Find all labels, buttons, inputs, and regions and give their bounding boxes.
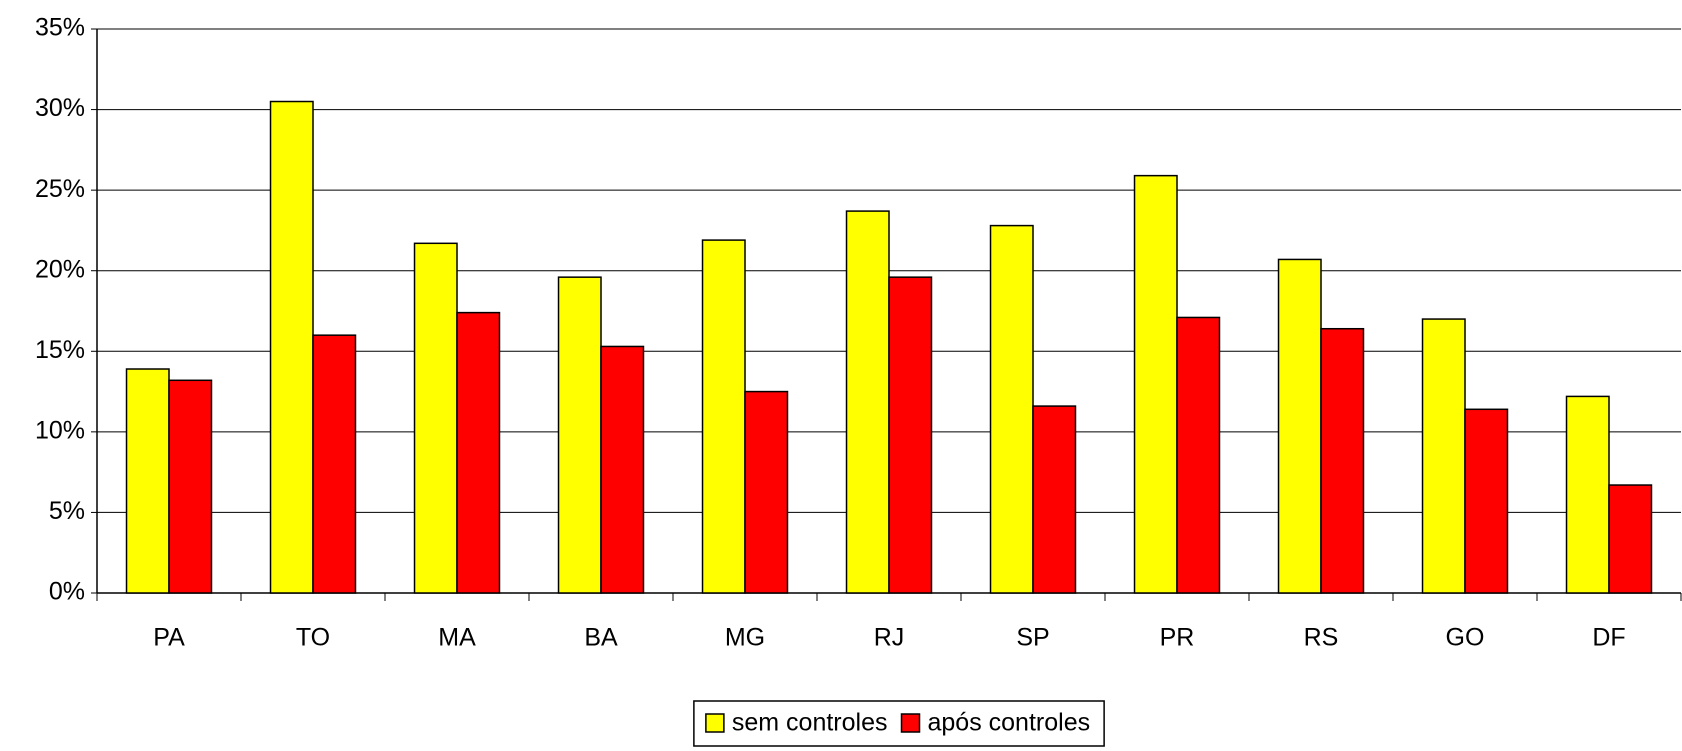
bar: [1032, 405, 1077, 594]
legend-label: após controles: [928, 709, 1091, 737]
y-tick-label: 20%: [35, 255, 85, 283]
x-tick-label: PR: [1160, 624, 1195, 652]
bar: [989, 224, 1034, 594]
x-tick-label: GO: [1446, 624, 1485, 652]
bar: [413, 242, 458, 594]
bar: [701, 239, 746, 594]
y-tick-label: 25%: [35, 175, 85, 203]
legend-label: sem controles: [732, 709, 888, 737]
y-tick-label: 15%: [35, 336, 85, 364]
bar: [1277, 258, 1322, 594]
bar: [1464, 408, 1509, 594]
bar: [1320, 327, 1365, 594]
bar: [1565, 395, 1610, 594]
bar: [125, 368, 170, 594]
x-tick-label: TO: [296, 624, 330, 652]
bar: [456, 311, 501, 594]
x-tick-label: DF: [1592, 624, 1625, 652]
x-tick-label: PA: [153, 624, 185, 652]
bar: [744, 390, 789, 594]
legend-swatch: [900, 713, 921, 733]
x-tick-label: BA: [584, 624, 618, 652]
y-tick-label: 30%: [35, 94, 85, 122]
bar: [1608, 484, 1653, 594]
x-tick-label: MG: [725, 624, 765, 652]
legend: [693, 700, 1105, 747]
bar: [600, 345, 645, 594]
x-tick-label: SP: [1016, 624, 1049, 652]
bar: [269, 100, 314, 594]
bar: [845, 210, 890, 594]
bar: [1133, 174, 1178, 594]
bar: [557, 276, 602, 594]
y-tick-label: 35%: [35, 14, 85, 42]
bar: [1421, 318, 1466, 594]
x-tick-label: RS: [1304, 624, 1339, 652]
x-tick-label: RJ: [874, 624, 905, 652]
y-tick-label: 5%: [49, 497, 85, 525]
y-tick-label: 10%: [35, 416, 85, 444]
x-tick-label: MA: [438, 624, 476, 652]
bar: [312, 334, 357, 594]
legend-swatch: [705, 713, 725, 733]
bar: [1176, 316, 1221, 594]
bar: [168, 379, 213, 594]
y-tick-label: 0%: [49, 578, 85, 606]
bar: [888, 276, 933, 594]
